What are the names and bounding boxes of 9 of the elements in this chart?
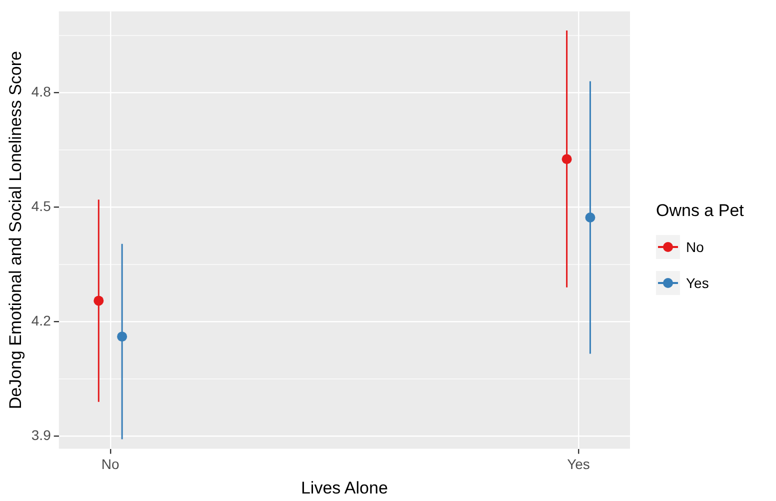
y-axis-title: DeJong Emotional and Social Loneliness Score: [6, 51, 25, 410]
legend-label: No: [686, 238, 704, 254]
x-axis-title: Lives Alone: [300, 478, 388, 498]
y-tick-label: 4.5: [31, 198, 52, 214]
y-tick-label: 4.2: [31, 312, 52, 329]
y-tick-label: 4.8: [31, 84, 52, 100]
y-tick-label: 3.9: [31, 427, 52, 444]
legend-title: Owns a Pet: [656, 200, 744, 220]
legend-label: Yes: [686, 274, 709, 290]
